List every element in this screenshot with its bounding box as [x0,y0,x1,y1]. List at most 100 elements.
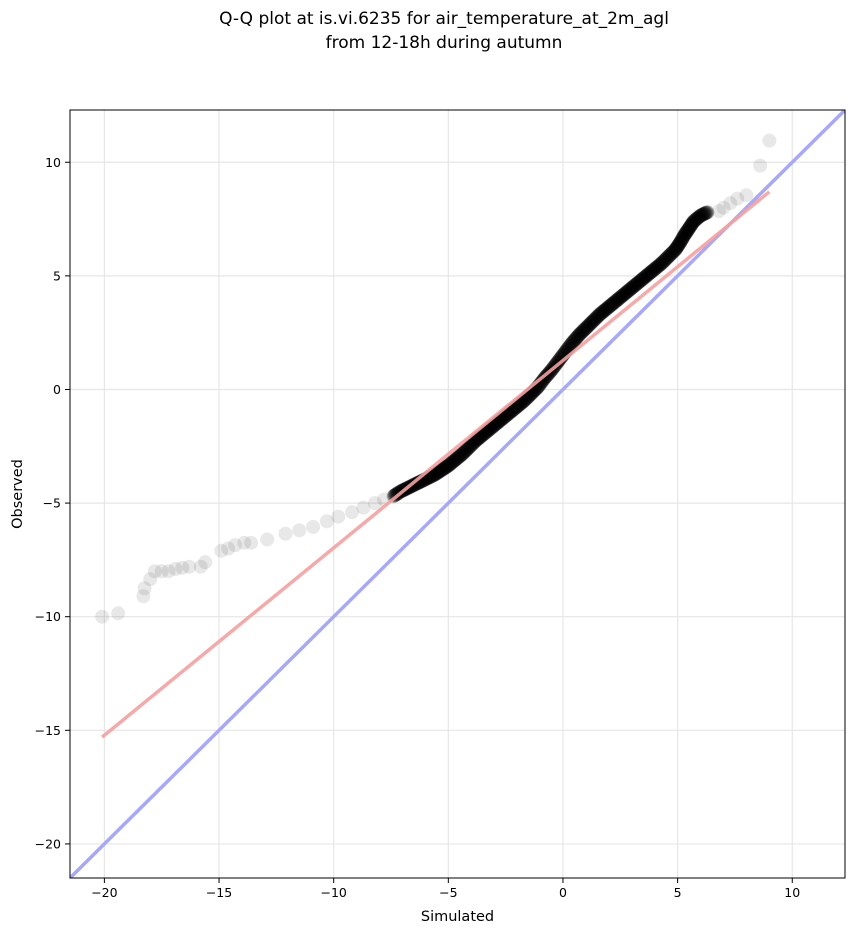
qq-point [603,298,618,313]
qq-point [292,523,307,538]
qq-point [598,302,613,317]
qq-point [673,234,688,249]
qq-point [498,408,513,423]
qq-point [569,330,584,345]
qq-point [652,258,667,273]
qq-point [455,447,470,462]
qq-point [696,207,711,222]
qq-point [633,273,648,288]
qq-point [618,286,633,301]
qq-point [683,218,698,233]
qq-point [468,433,483,448]
qq-point [453,448,468,463]
y-tick-label: 5 [53,268,61,283]
qq-point [588,311,603,326]
qq-point [476,426,491,441]
qq-point [567,333,582,348]
qq-point [632,274,647,289]
qq-point [470,432,485,447]
qq-point [681,222,696,237]
qq-point [592,308,607,323]
qq-point [445,454,460,469]
qq-point [598,302,613,317]
qq-point [638,269,653,284]
fit-line-path [100,190,771,739]
qq-point [622,282,637,297]
qq-point [475,428,490,443]
qq-point [662,248,677,263]
qq-point [480,424,495,439]
qq-point [590,309,605,324]
x-tick-label: 5 [674,885,682,900]
qq-point [563,337,578,352]
qq-point [499,408,514,423]
qq-point [604,297,619,312]
y-tick-label: −10 [35,609,61,624]
qq-point [441,458,456,473]
qq-point [638,269,653,284]
qq-point [671,237,686,252]
qq-point [694,208,709,223]
qq-point [682,220,697,235]
qq-point [580,319,595,334]
qq-point [597,303,612,318]
qq-point [410,476,425,491]
qq-point [657,253,672,268]
qq-point [629,277,644,292]
qq-point [497,409,512,424]
qq-point [537,371,552,386]
qq-point [614,289,629,304]
qq-point [485,420,500,435]
qq-point [688,212,703,227]
qq-point [593,306,608,321]
qq-point [564,336,579,351]
qq-point [432,464,447,479]
qq-point [674,232,689,247]
qq-point [628,278,643,293]
qq-point [471,431,486,446]
qq-point [463,439,478,454]
qq-point [565,335,580,350]
qq-point [643,265,658,280]
qq-point [609,293,624,308]
qq-point [711,204,726,219]
qq-point [476,427,491,442]
qq-point [278,526,293,541]
qq-point [665,245,680,260]
qq-point [452,449,467,464]
qq-point [577,322,592,337]
qq-point [670,239,685,254]
qq-point [483,421,498,436]
qq-point [443,457,458,472]
qq-point [762,133,777,148]
qq-point [456,445,471,460]
qq-point [467,434,482,449]
qq-point [630,275,645,290]
qq-point [536,372,551,387]
qq-point [585,314,600,329]
qq-point [613,290,628,305]
qq-point [458,443,473,458]
qq-point [684,217,699,232]
qq-point [410,476,425,491]
qq-point [193,559,208,574]
qq-point [685,216,700,231]
qq-point [428,466,443,481]
qq-point [625,280,640,295]
qq-point [680,223,695,238]
qq-point [454,447,469,462]
qq-point [667,243,682,258]
qq-point [473,429,488,444]
qq-point [627,279,642,294]
qq-point [477,426,492,441]
qq-point [585,314,600,329]
qq-point [648,261,663,276]
qq-point [446,453,461,468]
qq-point [647,262,662,277]
qq-point [483,421,498,436]
x-tick-label: −20 [91,885,117,900]
qq-point [640,268,655,283]
qq-point [433,463,448,478]
qq-point [214,543,229,558]
